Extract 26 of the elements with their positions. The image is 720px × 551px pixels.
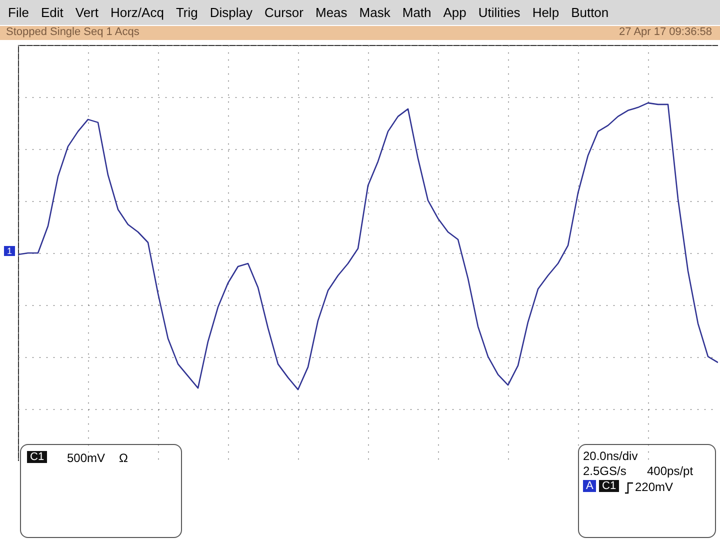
text: 20.0ns/div [583, 449, 638, 463]
text: Vert [75, 5, 98, 20]
text: Button [571, 5, 609, 20]
text: Trig [176, 5, 198, 20]
text: A [583, 480, 596, 492]
text: C1 [27, 451, 48, 463]
text: Utilities [478, 5, 520, 20]
text: 400ps/pt [647, 464, 694, 478]
text: Edit [40, 5, 64, 20]
text: Math [402, 5, 432, 20]
text: Help [532, 5, 560, 20]
text: Meas [316, 5, 348, 20]
text: File [8, 5, 29, 20]
text: Stopped Single Seq 1 Acqs [6, 26, 140, 38]
text: Cursor [264, 5, 304, 20]
text: 500mV [67, 451, 106, 465]
text: 2.5GS/s [583, 464, 626, 478]
text: 1 [4, 246, 16, 256]
text: Horz/Acq [110, 5, 164, 20]
text: Ω [119, 451, 128, 465]
text: App [443, 5, 466, 20]
text: 27 Apr 17 09:36:58 [619, 26, 712, 38]
text: 220mV [635, 480, 674, 494]
text: Mask [359, 5, 390, 20]
text: Display [210, 5, 252, 20]
text: C1 [599, 480, 620, 492]
